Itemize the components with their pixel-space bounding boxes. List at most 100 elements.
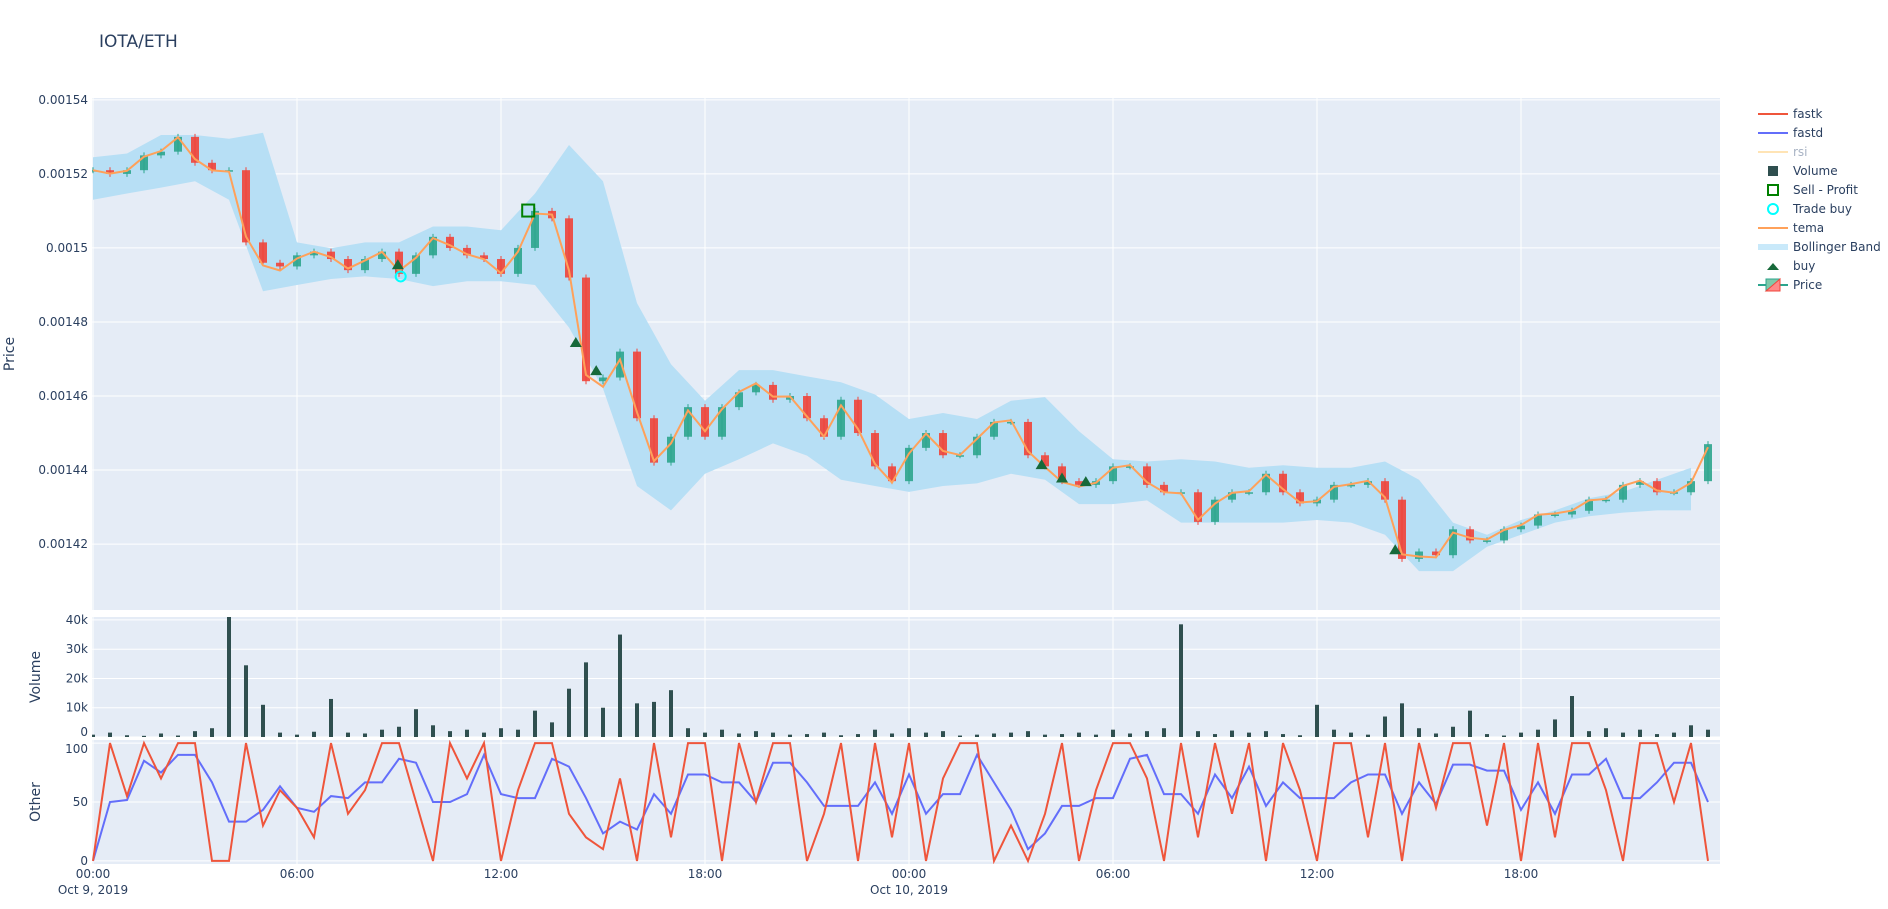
line-icon [1758, 113, 1788, 115]
volume-bar [618, 634, 622, 737]
buy-marker [1056, 472, 1068, 483]
x-tick-label: 12:00 [484, 867, 519, 881]
circle-open-icon [1767, 203, 1779, 215]
candle [1517, 525, 1525, 530]
legend-item-tema[interactable]: tema [1755, 218, 1881, 237]
triangle-icon [1767, 263, 1779, 270]
other-series [92, 740, 1709, 864]
candle [106, 170, 114, 174]
candle [1024, 421, 1032, 456]
volume-bar [1434, 733, 1438, 737]
candle [1449, 529, 1457, 556]
volume-bar [754, 731, 758, 737]
x-tick-label: 18:00 [688, 867, 723, 881]
legend-label: buy [1793, 258, 1816, 273]
candle [1568, 510, 1576, 515]
candle [633, 351, 641, 419]
volume-bar [1264, 731, 1268, 737]
volume-series [92, 617, 1710, 737]
candle [208, 162, 216, 171]
legend-label: tema [1793, 220, 1825, 235]
price-y-tick-label: 0.0015 [46, 241, 88, 255]
candle [1194, 492, 1202, 522]
legend-item-fastd[interactable]: fastd [1755, 123, 1881, 142]
candle [1143, 466, 1151, 485]
legend-item-price[interactable]: Price [1755, 275, 1881, 294]
price-y-tick-label: 0.00144 [38, 463, 88, 477]
volume-bar [737, 733, 741, 737]
volume-bar [312, 731, 316, 737]
volume-bar [108, 732, 112, 737]
candle [1653, 481, 1661, 493]
x-tick-label: 06:00 [1096, 867, 1131, 881]
candle [1347, 484, 1355, 487]
price-y-tick-label: 0.00154 [38, 93, 88, 107]
volume-bar [788, 734, 792, 737]
volume-bar [516, 729, 520, 737]
bollinger-band [93, 132, 1691, 572]
candle [1160, 484, 1168, 493]
candle [412, 255, 420, 274]
candle [599, 377, 607, 382]
volume-bar [1298, 735, 1302, 737]
volume-y-tick-label: 0 [80, 725, 88, 739]
legend-item-bollinger-band[interactable]: Bollinger Band [1755, 237, 1881, 256]
candle [531, 210, 539, 248]
volume-bar [1672, 732, 1676, 737]
price-axis-title: Price [2, 337, 18, 371]
candle [1551, 514, 1559, 516]
buy-marker [1079, 476, 1092, 487]
square-icon [1768, 166, 1778, 176]
volume-bar [1179, 624, 1183, 737]
sell-profit-marker [521, 203, 536, 218]
volume-bar [1162, 728, 1166, 737]
candle [973, 436, 981, 456]
legend-item-rsi[interactable]: rsi [1755, 142, 1881, 161]
volume-bar [1689, 725, 1693, 737]
legend-label: fastk [1793, 106, 1823, 121]
volume-bar [1077, 732, 1081, 737]
square-open-icon [1767, 184, 1779, 196]
volume-bar [1383, 716, 1387, 737]
candle [480, 255, 488, 260]
candle [1075, 481, 1083, 485]
candle [565, 218, 573, 278]
candle [276, 262, 284, 267]
price-y-tick-label: 0.00152 [38, 167, 88, 181]
candle [701, 407, 709, 437]
legend-item-trade-buy[interactable]: Trade buy [1755, 199, 1881, 218]
volume-bar [499, 728, 503, 737]
volume-bar [907, 728, 911, 737]
volume-bar [686, 728, 690, 737]
legend-item-fastk[interactable]: fastk [1755, 104, 1881, 123]
volume-bar [346, 732, 350, 737]
volume-bar [295, 734, 299, 737]
candle [1041, 455, 1049, 467]
volume-bar [1332, 729, 1336, 737]
candle [1109, 466, 1117, 482]
volume-bar [227, 617, 231, 737]
candle [1279, 473, 1287, 493]
volume-bar [1213, 734, 1217, 737]
candle [922, 433, 930, 448]
legend-item-buy[interactable]: buy [1755, 256, 1881, 275]
candle [769, 384, 777, 400]
candle [1466, 529, 1474, 541]
other-y-tick-label: 100 [65, 742, 88, 756]
volume-bar [839, 735, 843, 737]
volume-bar [92, 734, 95, 737]
volume-bar [431, 725, 435, 737]
volume-bar [669, 690, 673, 737]
legend-item-volume[interactable]: Volume [1755, 161, 1881, 180]
candle [718, 407, 726, 437]
candle [939, 433, 947, 456]
legend-item-sell-profit[interactable]: Sell - Profit [1755, 180, 1881, 199]
price-y-tick-label: 0.00146 [38, 389, 88, 403]
volume-bar [1094, 734, 1098, 737]
x-tick-sublabel: Oct 10, 2019 [870, 883, 948, 897]
volume-bar [380, 729, 384, 737]
other-axis-title: Other [28, 782, 44, 822]
volume-bar [652, 701, 656, 737]
volume-bar [261, 704, 265, 737]
